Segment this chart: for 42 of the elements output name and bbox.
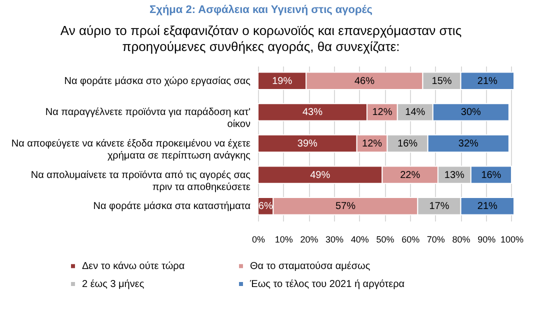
data-label: 22%	[400, 170, 420, 181]
chart-title: Σχήμα 2: Ασφάλεια και Υγιεινή στις αγορές	[150, 4, 373, 16]
x-tick-label: 50%	[376, 234, 394, 244]
data-label: 12%	[362, 138, 382, 150]
y-tick-label: Να αποφεύγετε να κάνετε έξοδα προκειμένου να έχετε χρήματα σε περίπτωση ανάγκης	[11, 138, 252, 162]
chart-subtitle: Αν αύριο το πρωί εξαφανιζόταν ο κορωνοϊός και επανερχόμασταν στις προηγούμενες συνθήκες αγοράς, θα συνεχίζατε:	[60, 23, 462, 54]
data-label: 13%	[444, 170, 465, 181]
data-label: 49%	[310, 170, 330, 181]
data-label: 46%	[354, 76, 375, 87]
data-label: 16%	[398, 138, 418, 150]
data-label: 12%	[372, 107, 392, 118]
x-tick-label: 70%	[426, 234, 445, 244]
x-tick-label: 80%	[452, 234, 470, 244]
data-label: 21%	[477, 76, 498, 87]
y-tick-label: Να παραγγέλνετε προϊόντα για παράδοση κατ' οίκον	[45, 107, 251, 130]
x-tick-label: 10%	[274, 234, 293, 244]
data-label: 16%	[481, 170, 502, 181]
y-tick-label: Να φοράτε μάσκα στα καταστήματα	[93, 201, 251, 212]
data-label: 14%	[405, 107, 426, 118]
data-label: 30%	[460, 107, 482, 118]
legend-label: Έως το τέλος του 2021 ή αργότερα	[249, 279, 405, 290]
data-label: 17%	[429, 201, 450, 212]
data-label: 15%	[432, 76, 452, 87]
x-tick-label: 30%	[326, 234, 344, 244]
legend-label: Θα το σταματούσα αμέσως	[250, 261, 370, 272]
data-label: 32%	[458, 138, 478, 150]
legend-label: 2 έως 3 μήνες	[82, 279, 144, 290]
data-label: 19%	[272, 76, 292, 87]
x-tick-label: 20%	[300, 234, 318, 244]
y-tick-label: Να φοράτε μάσκα στο χώρο εργασίας σας	[64, 76, 251, 87]
data-label: 57%	[335, 201, 356, 212]
x-tick-label: 0%	[252, 234, 266, 244]
data-label: 39%	[297, 138, 318, 150]
data-label: 6%	[258, 201, 273, 212]
x-tick-label: 60%	[402, 234, 420, 244]
x-tick-label: 100%	[500, 234, 524, 244]
legend-label: Δεν το κάνω ούτε τώρα	[82, 261, 185, 272]
data-label: 43%	[302, 107, 323, 118]
x-tick-label: 90%	[478, 234, 496, 244]
data-label: 21%	[477, 201, 498, 212]
x-tick-label: 40%	[350, 234, 369, 244]
y-tick-label: Να απολυμαίνετε τα προϊόντα από τις αγορές σας πριν τα αποθηκεύσετε	[30, 170, 252, 193]
